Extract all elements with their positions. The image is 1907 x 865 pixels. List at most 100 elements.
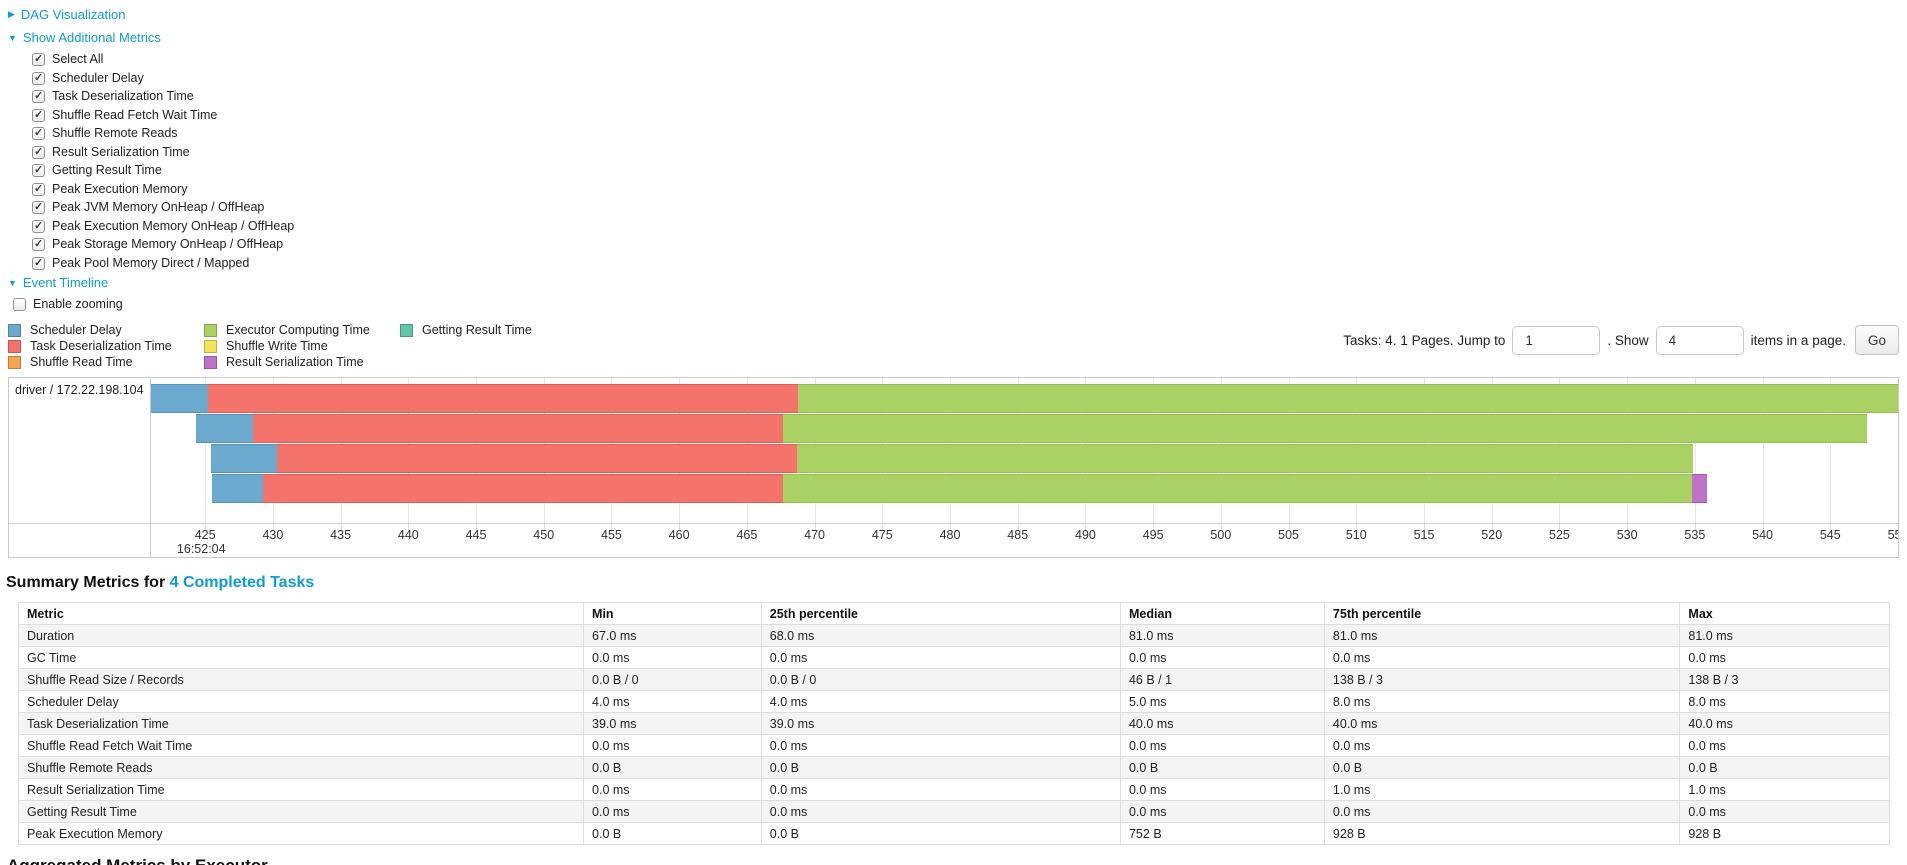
metric-checkbox-label: Task Deserialization Time	[52, 89, 194, 103]
checkbox-icon[interactable]	[32, 219, 45, 233]
summary-column-header: Max	[1679, 602, 1890, 625]
metric-checkbox-row[interactable]: Scheduler Delay	[32, 71, 1907, 85]
axis-tick-label: 500	[1210, 528, 1232, 542]
axis-tick-mark	[611, 524, 613, 530]
axis-tick-mark	[272, 524, 274, 530]
summary-table-row: Task Deserialization Time 39.0 ms 39.0 ms 4…	[17, 712, 1890, 735]
metric-name-cell: Getting Result Time	[17, 800, 585, 823]
legend-label: Task Deserialization Time	[30, 339, 172, 353]
axis-tick-mark	[1627, 524, 1629, 530]
axis-tick-mark	[679, 524, 681, 530]
metric-value-cell: 4.0 ms	[760, 690, 1121, 713]
caret-down-icon: ▼	[8, 32, 17, 43]
dag-visualization-toggle[interactable]: ▶ DAG Visualization	[8, 7, 1907, 22]
axis-tick-mark	[1085, 524, 1087, 530]
metric-value-cell: 0.0 B	[1119, 756, 1325, 779]
enable-zooming-checkbox-row[interactable]: Enable zooming	[13, 298, 1907, 311]
timeline-gridline	[1830, 378, 1832, 523]
axis-tick-mark	[543, 524, 545, 530]
checkbox-icon[interactable]	[32, 201, 45, 214]
metric-value-cell: 138 B / 3	[1323, 668, 1681, 691]
checkbox-icon[interactable]	[32, 164, 45, 177]
legend-swatch-icon	[8, 323, 21, 337]
checkbox-icon[interactable]	[32, 90, 45, 103]
timeline-axis-corner	[9, 524, 151, 557]
metric-value-cell: 0.0 ms	[760, 646, 1121, 669]
metric-value-cell: 81.0 ms	[1323, 624, 1681, 647]
legend-column: Executor Computing Time Shuffle Write Tim…	[204, 323, 372, 371]
metric-value-cell: 0.0 ms	[760, 734, 1121, 757]
metric-value-cell: 5.0 ms	[1119, 690, 1325, 713]
metric-value-cell: 0.0 ms	[1119, 646, 1325, 669]
metrics-checkbox-list: Select All Scheduler Delay Task Deserializ…	[8, 53, 1907, 270]
segment-scheduler_delay	[151, 384, 208, 413]
jump-to-page-input[interactable]	[1512, 325, 1601, 355]
metric-checkbox-row[interactable]: Peak Storage Memory OnHeap / OffHeap	[32, 238, 1907, 251]
metric-checkbox-row[interactable]: Peak Pool Memory Direct / Mapped	[32, 256, 1907, 270]
summary-column-header: 75th percentile	[1323, 602, 1681, 625]
axis-tick-mark	[1017, 524, 1019, 530]
metric-checkbox-row[interactable]: Result Serialization Time	[32, 145, 1907, 159]
segment-executor_computing	[783, 474, 1693, 503]
metric-value-cell: 0.0 B	[583, 822, 762, 845]
items-per-page-input[interactable]	[1655, 325, 1744, 355]
metric-checkbox-row[interactable]: Select All	[32, 53, 1907, 66]
axis-tick-mark	[1830, 524, 1832, 530]
axis-tick-label: 445	[465, 528, 487, 542]
metric-checkbox-label: Peak Storage Memory OnHeap / OffHeap	[52, 237, 284, 251]
axis-tick-mark	[340, 524, 342, 530]
legend-item-scheduler_delay: Scheduler Delay	[8, 323, 176, 337]
metric-checkbox-row[interactable]: Peak JVM Memory OnHeap / OffHeap	[32, 201, 1907, 214]
metric-name-cell: Shuffle Remote Reads	[17, 756, 585, 779]
metric-value-cell: 0.0 ms	[1323, 800, 1681, 823]
completed-tasks-link[interactable]: 4 Completed Tasks	[169, 574, 315, 591]
segment-executor_computing	[783, 414, 1867, 443]
metric-checkbox-row[interactable]: Peak Execution Memory OnHeap / OffHeap	[32, 219, 1907, 233]
checkbox-icon[interactable]	[32, 182, 45, 196]
metric-checkbox-row[interactable]: Shuffle Remote Reads	[32, 127, 1907, 140]
axis-tick-label: 480	[939, 528, 961, 542]
summary-table-row: Shuffle Read Size / Records 0.0 B / 0 0.0 …	[17, 668, 1890, 691]
summary-metrics-title-text: Summary Metrics for	[6, 574, 166, 591]
checkbox-icon[interactable]	[32, 256, 45, 270]
checkbox-icon[interactable]	[32, 53, 45, 66]
segment-task_deserialization	[207, 384, 799, 413]
checkbox-icon[interactable]	[32, 145, 45, 159]
enable-zooming-checkbox[interactable]	[13, 298, 26, 311]
metric-checkbox-label: Select All	[52, 52, 104, 66]
axis-tick-mark	[1220, 524, 1222, 530]
checkbox-icon[interactable]	[32, 238, 45, 251]
legend-item-shuffle_write: Shuffle Write Time	[204, 339, 372, 353]
checkbox-icon[interactable]	[32, 71, 45, 85]
summary-table-row: Scheduler Delay 4.0 ms 4.0 ms 5.0 ms 8.0 ms 8…	[17, 690, 1890, 713]
axis-tick-mark	[1356, 524, 1358, 530]
metric-checkbox-row[interactable]: Getting Result Time	[32, 164, 1907, 177]
segment-task_deserialization	[263, 474, 784, 503]
metric-checkbox-row[interactable]: Task Deserialization Time	[32, 90, 1907, 103]
metric-value-cell: 752 B	[1119, 822, 1325, 845]
event-timeline-toggle[interactable]: ▼ Event Timeline	[8, 275, 1907, 290]
axis-tick-label: 430	[262, 528, 284, 542]
metric-value-cell: 0.0 B	[760, 756, 1121, 779]
legend-label: Shuffle Write Time	[226, 339, 328, 353]
metric-value-cell: 0.0 B	[1679, 756, 1890, 779]
legend-swatch-icon	[204, 339, 217, 353]
show-additional-metrics-toggle[interactable]: ▼ Show Additional Metrics	[8, 30, 1907, 45]
metric-value-cell: 46 B / 1	[1119, 668, 1325, 691]
segment-executor_computing	[796, 444, 1694, 473]
axis-tick-label: 465	[736, 528, 758, 542]
metric-name-cell: Task Deserialization Time	[17, 712, 585, 735]
enable-zooming-label: Enable zooming	[33, 297, 123, 311]
metric-value-cell: 1.0 ms	[1323, 778, 1681, 801]
metric-checkbox-row[interactable]: Shuffle Read Fetch Wait Time	[32, 108, 1907, 122]
metric-checkbox-row[interactable]: Peak Execution Memory	[32, 182, 1907, 196]
summary-table-row: Duration 67.0 ms 68.0 ms 81.0 ms 81.0 ms 81.0…	[17, 624, 1890, 647]
go-button[interactable]: Go	[1854, 325, 1899, 355]
aggregated-metrics-heading-fragment: Aggregated Metrics by Executor	[7, 856, 407, 865]
timeline-legend: Scheduler Delay Task Deserialization Time…	[8, 323, 596, 371]
axis-tick-mark	[1288, 524, 1290, 530]
event-timeline-label: Event Timeline	[22, 275, 109, 290]
checkbox-icon[interactable]	[32, 127, 45, 140]
metric-value-cell: 8.0 ms	[1679, 690, 1890, 713]
checkbox-icon[interactable]	[32, 108, 45, 122]
